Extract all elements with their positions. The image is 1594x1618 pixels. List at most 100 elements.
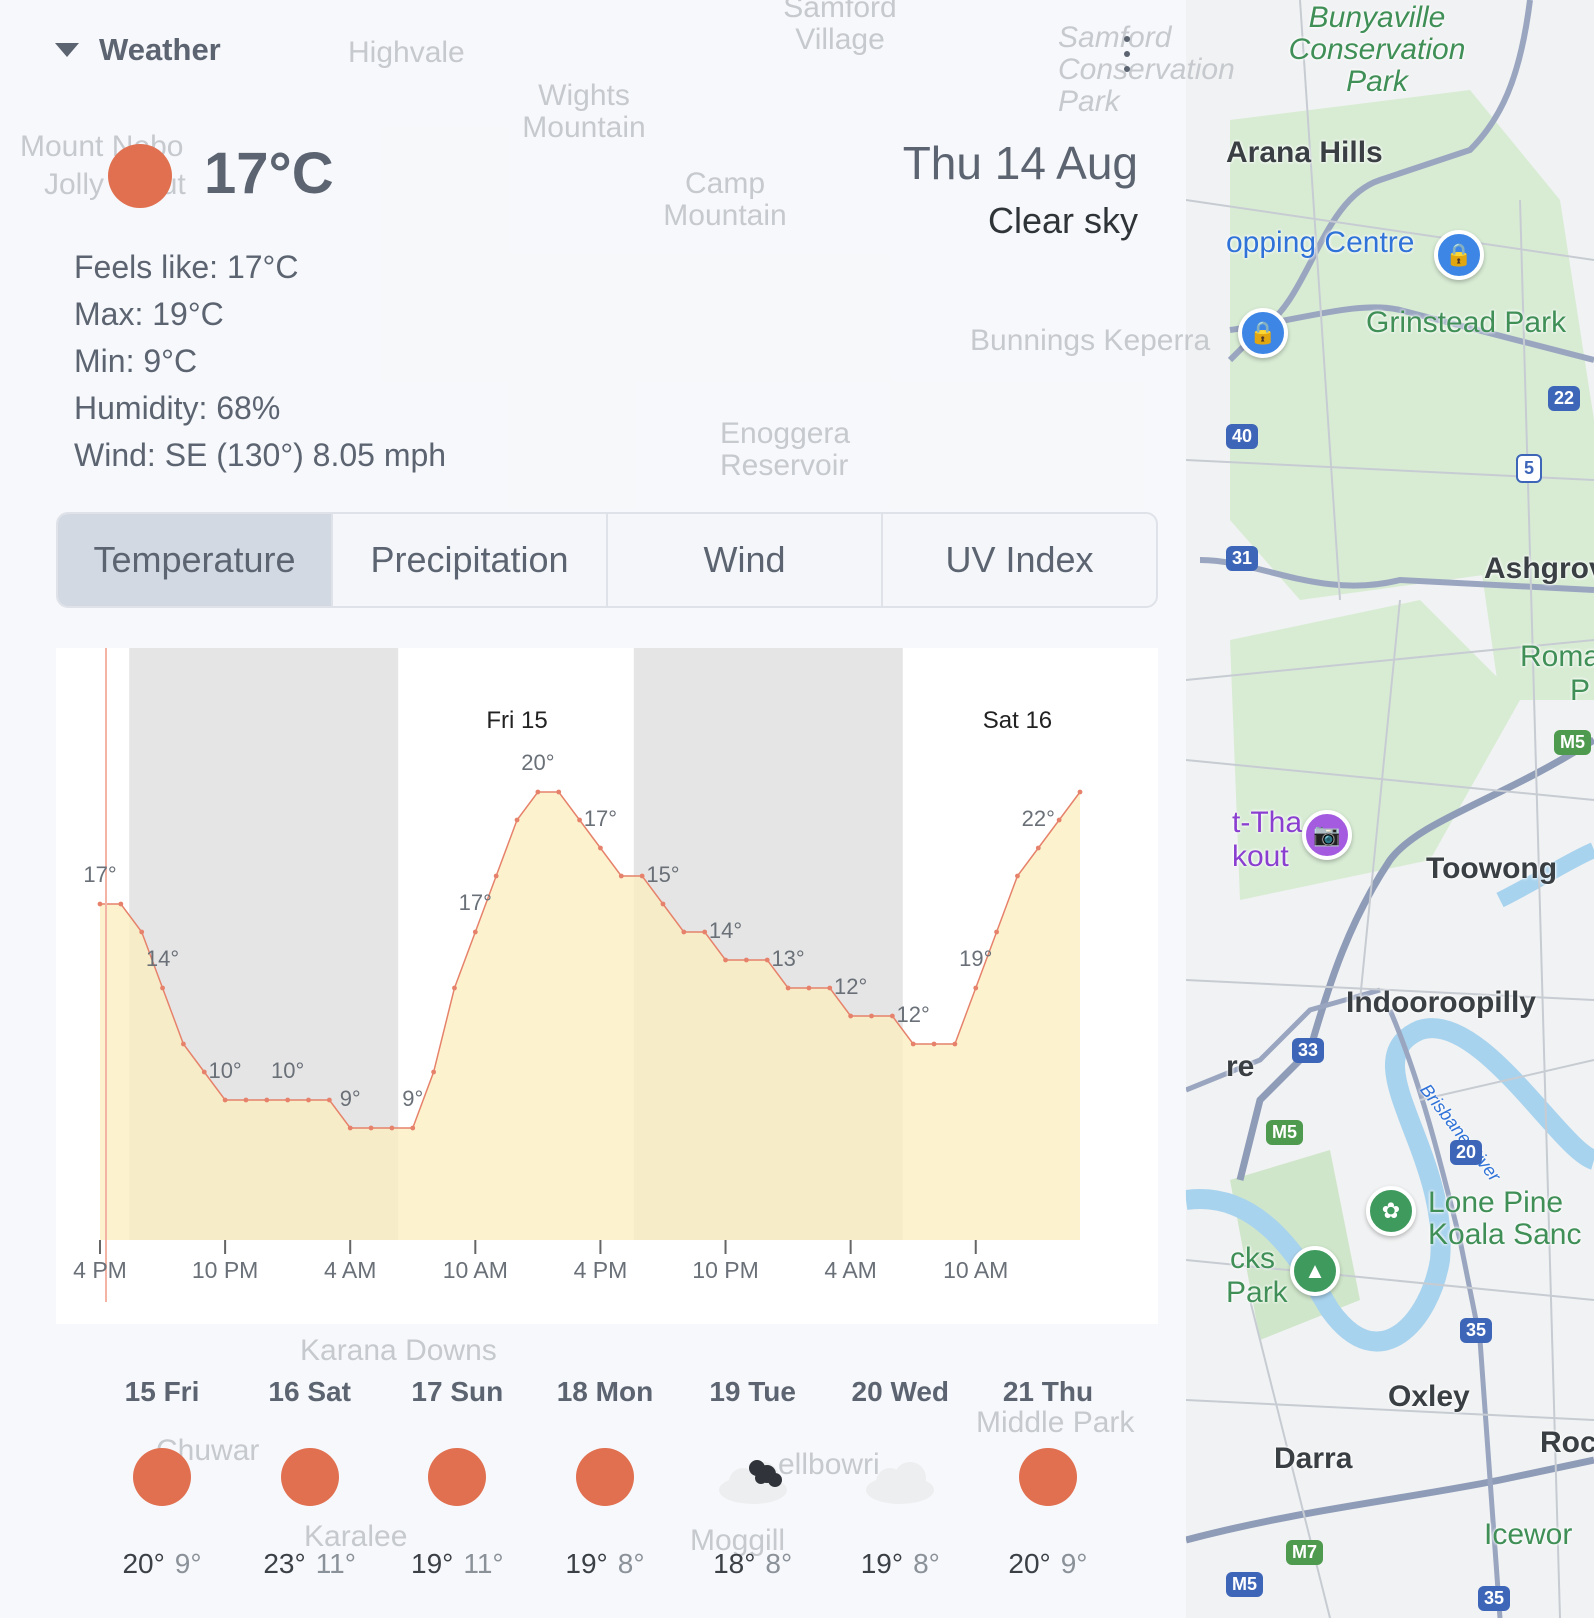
forecast-min: 11° xyxy=(463,1548,504,1579)
data-point xyxy=(577,817,582,823)
forecast-day[interactable]: 18 Mon 19° 8° xyxy=(543,1376,667,1580)
current-date: Thu 14 Aug xyxy=(902,137,1138,189)
data-label: 9° xyxy=(402,1086,423,1111)
data-point xyxy=(931,1041,937,1047)
map-label-iceworld: Icewor xyxy=(1484,1518,1573,1551)
map-label-arana-hills: Arana Hills xyxy=(1226,136,1383,169)
forecast-min: 8° xyxy=(617,1548,645,1579)
data-point xyxy=(493,873,499,879)
forecast-max: 23° xyxy=(263,1548,306,1579)
data-point xyxy=(848,1013,854,1019)
temperature-line xyxy=(100,791,1081,1129)
paw-icon[interactable]: ✿ xyxy=(1366,1186,1416,1236)
weather-panel: Highvale Wights Mountain Camp Mountain S… xyxy=(20,0,1235,1580)
map-label-roma-2: P xyxy=(1570,674,1591,707)
min-temp: Min: 9°C xyxy=(74,343,198,379)
data-point xyxy=(660,901,666,907)
data-point xyxy=(243,1097,249,1103)
camera-icon[interactable]: 📷 xyxy=(1302,810,1352,860)
data-label: 17° xyxy=(459,890,492,915)
data-label: 9° xyxy=(340,1086,361,1111)
forecast-day[interactable]: 19 Tue 18° 8° xyxy=(691,1376,815,1580)
data-point xyxy=(1035,845,1041,851)
forecast-day[interactable]: 21 Thu 20° 9° xyxy=(986,1376,1110,1580)
tab-wind[interactable]: Wind xyxy=(608,514,883,606)
x-tick-label: 10 PM xyxy=(692,1257,758,1283)
data-point xyxy=(618,873,624,879)
map-label-coot-tha: t-Tha xyxy=(1232,806,1303,839)
sun-icon xyxy=(1018,1448,1077,1506)
map-label-toowong: Toowong xyxy=(1426,852,1558,885)
data-label: 12° xyxy=(834,974,867,999)
forecast-day[interactable]: 16 Sat 23° 11° xyxy=(248,1376,372,1580)
data-label: 17° xyxy=(584,806,617,831)
forecast-min: 8° xyxy=(913,1548,940,1579)
shopping-bag-icon[interactable]: 🔒 xyxy=(1434,230,1484,280)
road-shield: 20 xyxy=(1450,1140,1483,1165)
data-label: 22° xyxy=(1022,806,1055,831)
x-tick-label: 4 PM xyxy=(73,1257,127,1283)
wind: Wind: SE (130°) 8.05 mph xyxy=(74,437,447,473)
data-point xyxy=(639,873,645,879)
road-shield: 40 xyxy=(1226,424,1259,449)
weather-title: Weather xyxy=(99,32,221,67)
data-point xyxy=(994,929,999,935)
tab-temperature[interactable]: Temperature xyxy=(58,514,333,606)
forecast-day[interactable]: 17 Sun 19° 11° xyxy=(395,1376,519,1580)
more-options-icon[interactable] xyxy=(1122,36,1132,72)
road-shield: M5 xyxy=(1226,1572,1264,1597)
data-point xyxy=(118,901,124,907)
map-label-indooroopilly: Indooroopilly xyxy=(1346,986,1536,1019)
sun-icon xyxy=(108,144,172,208)
max-temp: Max: 19°C xyxy=(74,296,224,332)
data-point xyxy=(431,1069,437,1075)
forecast-max: 19° xyxy=(565,1548,608,1579)
data-point xyxy=(181,1041,186,1047)
data-point xyxy=(702,929,708,935)
data-point xyxy=(285,1097,291,1103)
data-label: 14° xyxy=(709,918,742,943)
map-label-rocks: cks xyxy=(1230,1242,1275,1275)
weather-header[interactable]: Weather xyxy=(55,32,221,68)
x-tick-label: 10 AM xyxy=(943,1257,1008,1283)
sun-icon xyxy=(428,1448,487,1506)
road-shield: 33 xyxy=(1292,1038,1325,1063)
forecast-day[interactable]: 20 Wed 19° 8° xyxy=(838,1376,962,1580)
forecast-max: 19° xyxy=(411,1548,454,1579)
data-point xyxy=(410,1125,416,1131)
tab-precipitation[interactable]: Precipitation xyxy=(333,514,608,606)
forecast-min: 9° xyxy=(174,1548,202,1579)
caret-down-icon[interactable] xyxy=(55,43,79,57)
temperature-chart[interactable]: 17° 14° 10° 10° 9° 9° 17° 20° 17° 15° 14° 13° 12° 12°… xyxy=(56,648,1158,1324)
data-point xyxy=(806,985,812,991)
shopping-bag-icon[interactable]: 🔒 xyxy=(1238,308,1288,358)
x-tick-label: 10 PM xyxy=(192,1257,258,1283)
map-label-bellbowrie: ellbowri xyxy=(778,1448,880,1481)
current-condition: Clear sky xyxy=(987,200,1138,241)
humidity: Humidity: 68% xyxy=(74,390,281,426)
data-point xyxy=(368,1125,374,1131)
cloud-icon xyxy=(866,1462,935,1504)
x-tick-label: 4 AM xyxy=(824,1257,876,1283)
map-label-enoggera: Enoggera Reservoir xyxy=(720,417,851,482)
data-point xyxy=(869,1013,874,1019)
sun-icon xyxy=(280,1448,339,1506)
data-label: 20° xyxy=(521,750,554,775)
day-label: Fri 15 xyxy=(486,707,547,734)
data-point xyxy=(743,957,749,963)
forecast-temps: 19° 11° xyxy=(411,1548,504,1580)
forecast-day[interactable]: 15 Fri 20° 9° xyxy=(100,1376,224,1580)
tab-uv-index[interactable]: UV Index xyxy=(945,539,1094,580)
current-temperature: 17°C xyxy=(204,141,334,206)
data-point xyxy=(139,929,145,935)
road-shield: 5 xyxy=(1516,454,1543,483)
cloud-icon xyxy=(718,1460,787,1504)
forecast-temps: 18° 8° xyxy=(713,1548,792,1580)
forecast-max: 18° xyxy=(713,1548,756,1579)
road-shield: 35 xyxy=(1460,1318,1493,1343)
forecast-max: 20° xyxy=(122,1548,165,1579)
map-label-samford-cons: Samford Conservation Park xyxy=(1058,21,1235,118)
tree-icon[interactable]: ▲ xyxy=(1290,1246,1340,1296)
map-label-park: Park xyxy=(1226,1276,1288,1309)
data-point xyxy=(598,845,603,851)
